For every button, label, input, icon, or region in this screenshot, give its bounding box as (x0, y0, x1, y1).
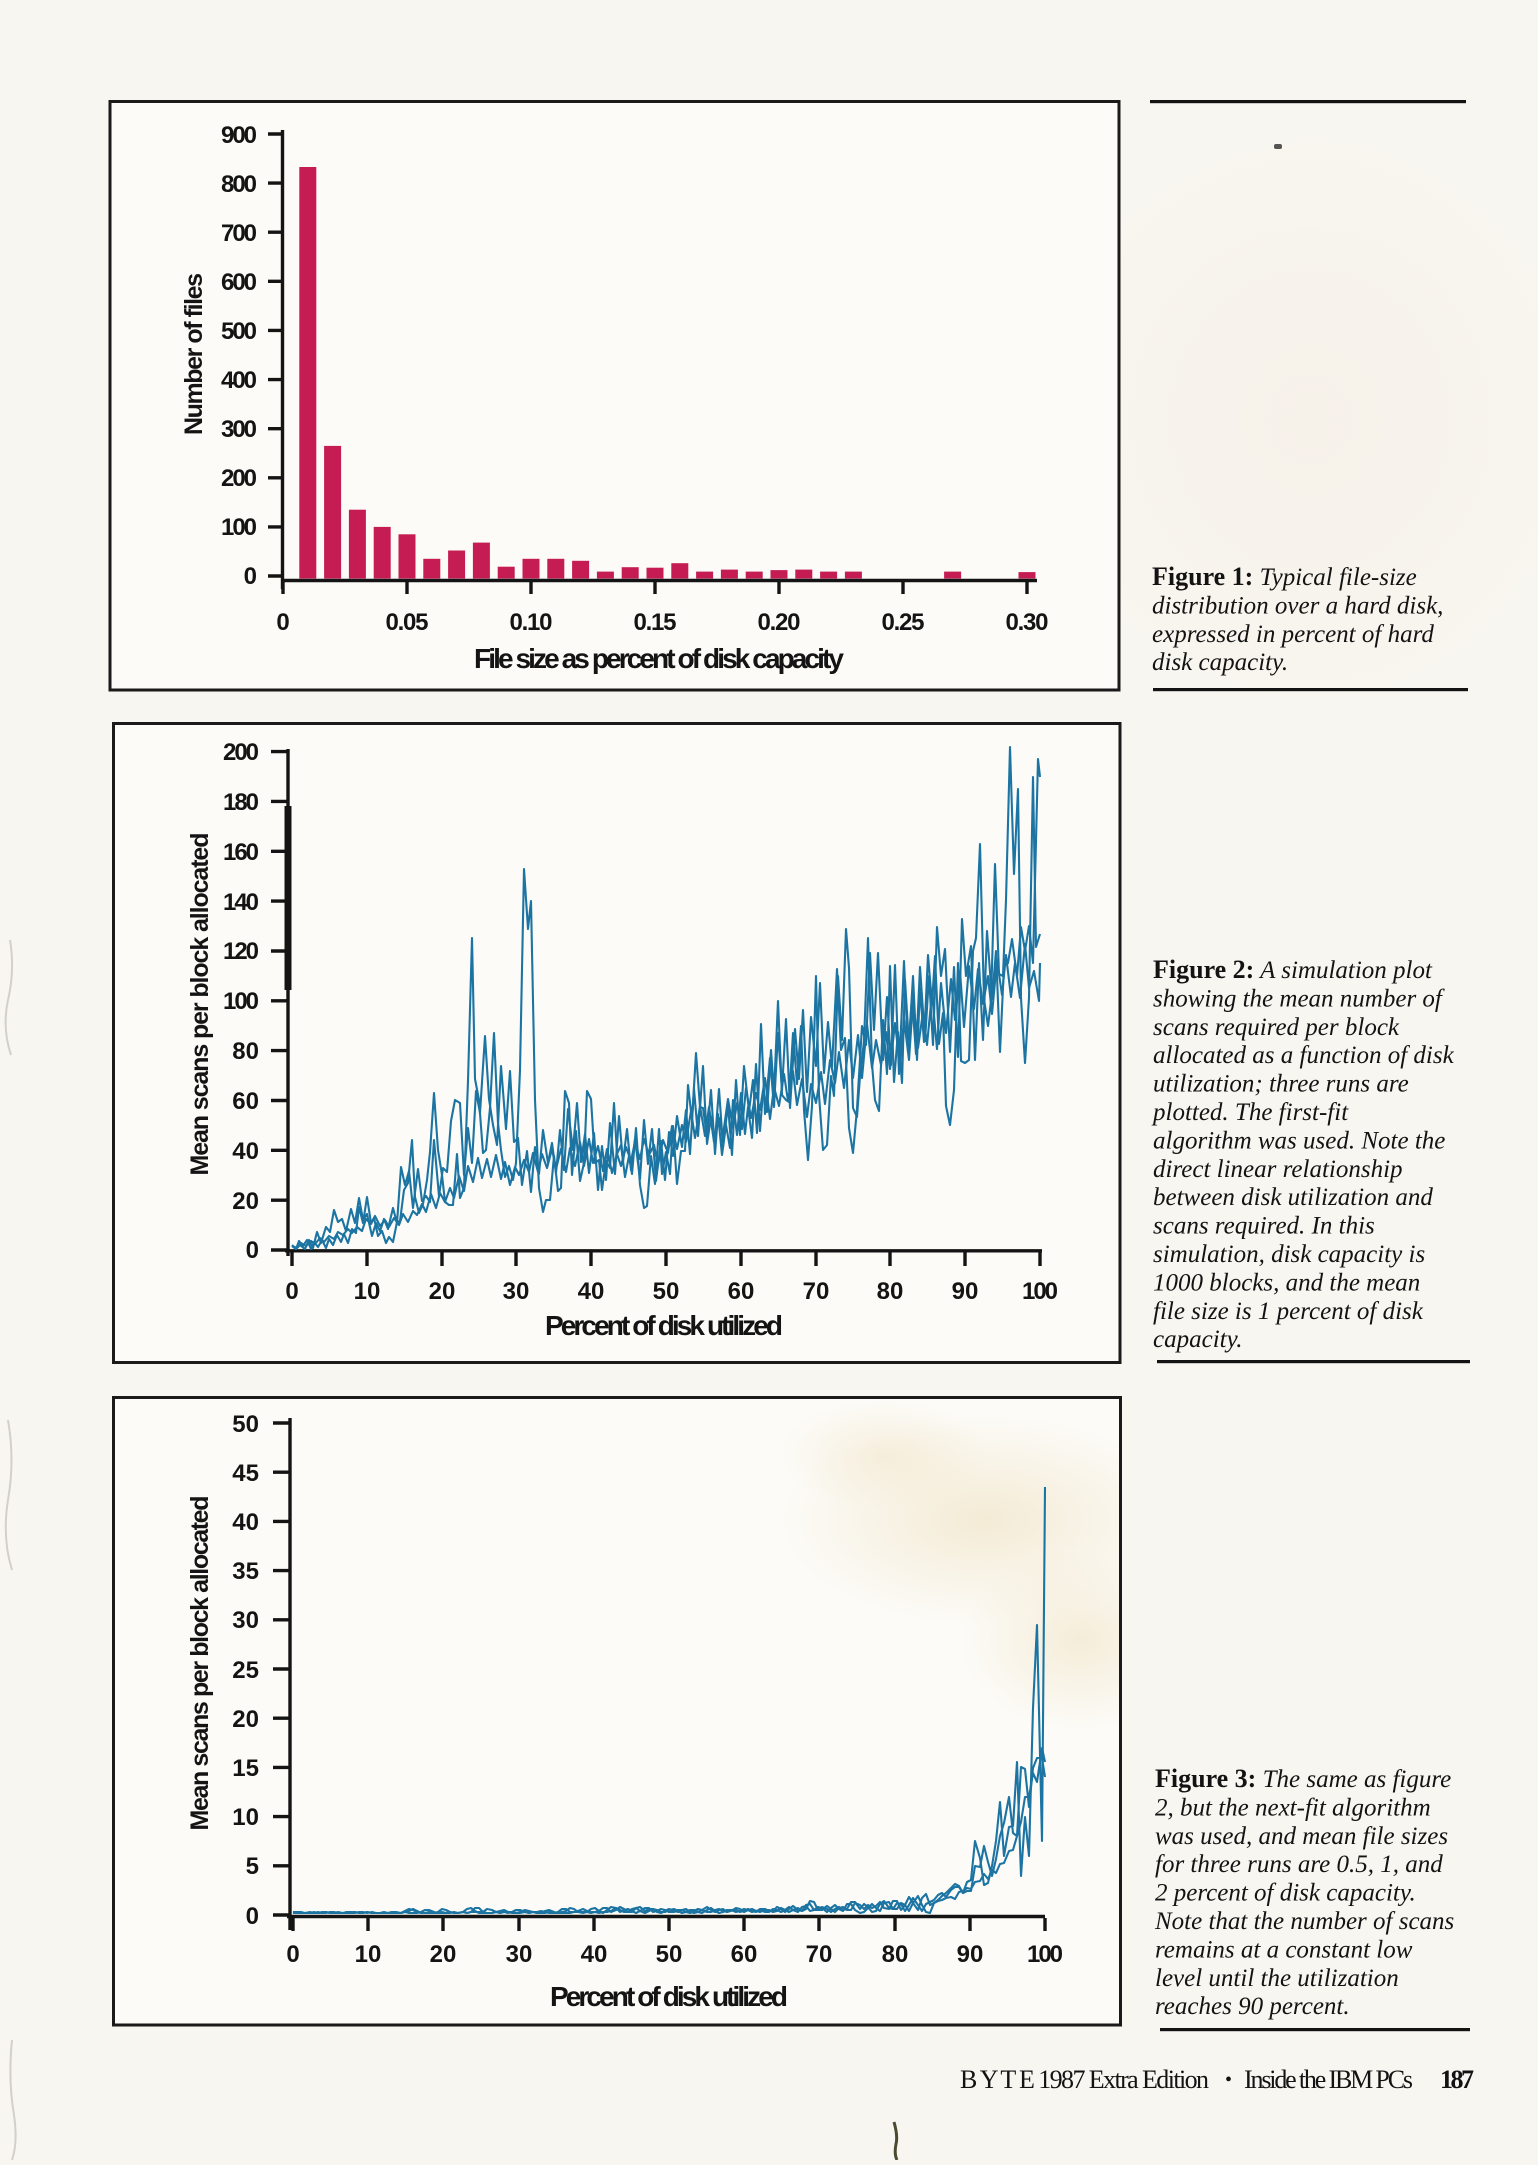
svg-text:was used, and mean file sizes: was used, and mean file sizes (1155, 1823, 1448, 1850)
svg-text:500: 500 (221, 318, 257, 345)
svg-text:80: 80 (232, 1038, 259, 1065)
svg-text:utilization; three runs are: utilization; three runs are (1153, 1071, 1409, 1098)
svg-text:15: 15 (232, 1755, 259, 1782)
svg-text:20: 20 (429, 1278, 456, 1305)
svg-text:Mean scans per block allocated: Mean scans per block allocated (186, 833, 214, 1176)
svg-text:100: 100 (1022, 1278, 1058, 1305)
svg-text:capacity.: capacity. (1153, 1326, 1243, 1353)
svg-text:0.15: 0.15 (634, 609, 677, 636)
svg-text:between disk utilization and: between disk utilization and (1153, 1184, 1433, 1211)
svg-text:30: 30 (232, 1607, 259, 1634)
svg-text:Number of files: Number of files (180, 273, 208, 435)
svg-text:25: 25 (232, 1657, 259, 1684)
svg-text:scans required. In this: scans required. In this (1153, 1213, 1375, 1240)
svg-text:40: 40 (232, 1138, 259, 1165)
svg-text:100: 100 (221, 514, 257, 541)
svg-text:40: 40 (232, 1509, 259, 1536)
svg-text:Mean scans per block allocated: Mean scans per block allocated (186, 1496, 214, 1831)
svg-text:120: 120 (223, 938, 259, 965)
svg-text:100: 100 (1027, 1941, 1063, 1968)
svg-text:Percent of disk utilized: Percent of disk utilized (550, 1981, 788, 2012)
svg-text:for three runs are 0.5, 1, and: for three runs are 0.5, 1, and (1155, 1851, 1443, 1878)
svg-text:50: 50 (656, 1941, 683, 1968)
svg-text:60: 60 (728, 1278, 755, 1305)
svg-text:800: 800 (221, 171, 257, 198)
svg-text:level until the utilization: level until the utilization (1155, 1965, 1399, 1992)
svg-text:2, but the next-fit algorithm: 2, but the next-fit algorithm (1155, 1794, 1431, 1821)
svg-text:900: 900 (221, 122, 257, 149)
svg-text:0.05: 0.05 (386, 609, 429, 636)
svg-text:scans required per block: scans required per block (1153, 1014, 1400, 1041)
svg-text:0.20: 0.20 (758, 609, 801, 636)
svg-text:600: 600 (221, 269, 257, 296)
svg-text:Percent of disk utilized: Percent of disk utilized (545, 1310, 783, 1341)
svg-text:10: 10 (354, 1278, 381, 1305)
svg-text:0.10: 0.10 (510, 609, 553, 636)
svg-text:remains at a constant low: remains at a constant low (1155, 1936, 1413, 1963)
svg-text:plotted. The first-fit: plotted. The first-fit (1151, 1099, 1349, 1126)
svg-text:simulation, disk capacity is: simulation, disk capacity is (1153, 1241, 1425, 1268)
svg-text:0: 0 (244, 563, 257, 590)
svg-text:Inside the IBM PCs: Inside the IBM PCs (1244, 2065, 1413, 2094)
svg-text:0: 0 (246, 1903, 259, 1930)
svg-text:50: 50 (653, 1278, 680, 1305)
svg-text:algorithm was used. Note the: algorithm was used. Note the (1153, 1127, 1445, 1154)
svg-text:40: 40 (581, 1941, 608, 1968)
svg-text:reaches 90 percent.: reaches 90 percent. (1155, 1993, 1350, 2020)
svg-text:400: 400 (221, 367, 257, 394)
svg-text:distribution over a hard disk,: distribution over a hard disk, (1152, 592, 1443, 619)
svg-text:80: 80 (877, 1278, 904, 1305)
svg-text:20: 20 (430, 1941, 457, 1968)
svg-text:0.25: 0.25 (882, 609, 925, 636)
svg-text:700: 700 (221, 220, 257, 247)
svg-text:0: 0 (286, 1941, 299, 1968)
svg-text:allocated as a function of dis: allocated as a function of disk (1153, 1042, 1455, 1069)
svg-text:10: 10 (355, 1941, 382, 1968)
svg-text:90: 90 (952, 1278, 979, 1305)
svg-text:60: 60 (232, 1088, 259, 1115)
svg-text:30: 30 (503, 1278, 530, 1305)
svg-text:disk capacity.: disk capacity. (1152, 649, 1288, 676)
svg-text:5: 5 (246, 1853, 259, 1880)
svg-text:expressed in percent of hard: expressed in percent of hard (1152, 621, 1434, 648)
svg-text:B Y T E 1987 Extra Edition: B Y T E 1987 Extra Edition (960, 2065, 1209, 2094)
svg-text:10: 10 (232, 1804, 259, 1831)
svg-text:140: 140 (223, 889, 259, 916)
svg-text:70: 70 (803, 1278, 830, 1305)
svg-text:180: 180 (223, 789, 259, 816)
svg-text:20: 20 (232, 1188, 259, 1215)
svg-text:Figure 1: Typical file-size: Figure 1: Typical file-size (1152, 562, 1417, 591)
svg-text:•: • (1225, 2069, 1232, 2091)
svg-text:200: 200 (223, 739, 259, 766)
svg-text:File size as percent of disk c: File size as percent of disk capacity (474, 643, 844, 674)
svg-text:60: 60 (731, 1941, 758, 1968)
svg-text:90: 90 (957, 1941, 984, 1968)
svg-text:187: 187 (1440, 2065, 1474, 2094)
svg-text:0.30: 0.30 (1006, 609, 1049, 636)
svg-text:20: 20 (232, 1706, 259, 1733)
svg-text:160: 160 (223, 839, 259, 866)
svg-text:40: 40 (578, 1278, 605, 1305)
svg-text:35: 35 (232, 1558, 259, 1585)
svg-text:0: 0 (276, 609, 289, 636)
svg-text:Note that the number of scans: Note that the number of scans (1154, 1908, 1454, 1935)
svg-text:0: 0 (246, 1237, 259, 1264)
svg-text:300: 300 (221, 416, 257, 443)
svg-text:Figure 3: The same as figure: Figure 3: The same as figure (1155, 1764, 1451, 1793)
svg-text:200: 200 (221, 465, 257, 492)
svg-text:1000 blocks, and the mean: 1000 blocks, and the mean (1153, 1269, 1420, 1296)
svg-text:100: 100 (223, 988, 259, 1015)
svg-text:direct linear relationship: direct linear relationship (1153, 1156, 1403, 1183)
svg-text:45: 45 (232, 1460, 259, 1487)
svg-text:showing the mean number of: showing the mean number of (1153, 985, 1445, 1012)
svg-text:file size is 1 percent of disk: file size is 1 percent of disk (1153, 1298, 1424, 1325)
svg-text:80: 80 (882, 1941, 909, 1968)
svg-text:70: 70 (806, 1941, 833, 1968)
svg-text:0: 0 (285, 1278, 298, 1305)
svg-text:2 percent of disk capacity.: 2 percent of disk capacity. (1155, 1880, 1416, 1907)
svg-text:Figure 2: A simulation plot: Figure 2: A simulation plot (1153, 955, 1433, 984)
svg-text:30: 30 (506, 1941, 533, 1968)
svg-text:50: 50 (232, 1411, 259, 1438)
